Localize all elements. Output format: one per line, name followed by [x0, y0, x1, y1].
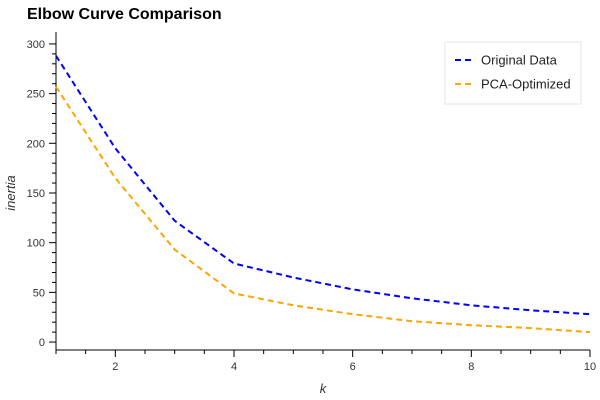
- x-tick-label: 6: [350, 361, 356, 373]
- x-axis-label: k: [320, 381, 328, 396]
- y-tick-label: 200: [27, 138, 45, 150]
- y-tick-label: 150: [27, 188, 45, 200]
- legend: Original Data PCA-Optimized: [444, 41, 582, 105]
- y-tick-label: 250: [27, 89, 45, 101]
- chart-title: Elbow Curve Comparison: [27, 6, 222, 23]
- y-tick-label: 50: [33, 287, 45, 299]
- series-layer: [55, 55, 591, 334]
- y-tick-label: 100: [27, 238, 45, 250]
- y-tick-label: 300: [27, 39, 45, 51]
- legend-label-1: PCA-Optimized: [481, 77, 571, 92]
- legend-label-0: Original Data: [481, 53, 558, 68]
- series-line-1: [55, 86, 591, 334]
- y-axis-label: inertia: [3, 175, 18, 210]
- x-tick-label: 8: [468, 361, 474, 373]
- x-tick-label: 2: [112, 361, 118, 373]
- legend-box: [444, 41, 582, 105]
- y-tick-label: 0: [39, 337, 45, 349]
- x-tick-label: 10: [584, 361, 596, 373]
- x-tick-label: 4: [231, 361, 237, 373]
